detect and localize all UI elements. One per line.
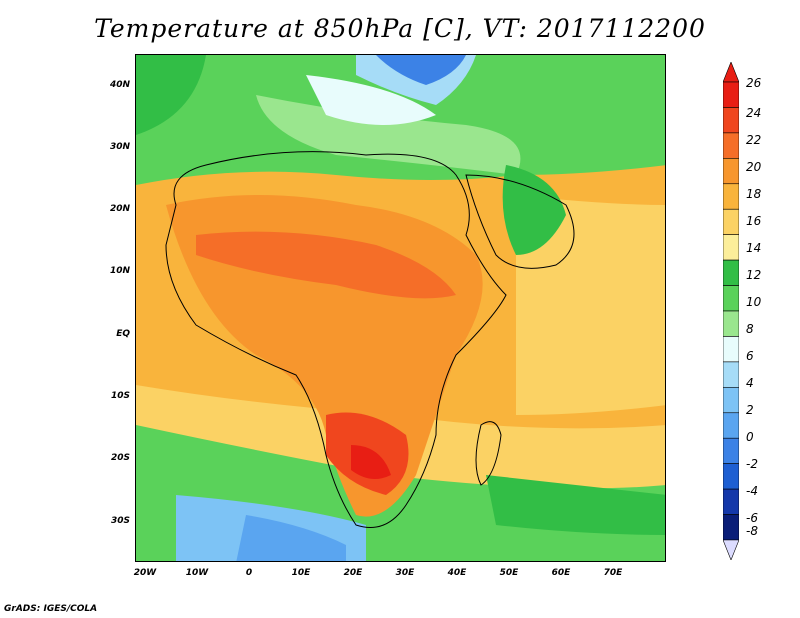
colorbar-swatch xyxy=(722,361,740,388)
north-lightgreen xyxy=(256,95,521,175)
lon-label: 10W xyxy=(185,568,209,578)
colorbar-label: 12 xyxy=(746,268,762,282)
south-east-green xyxy=(486,475,665,535)
northwest-green xyxy=(136,55,206,135)
south-cool-blue2 xyxy=(236,515,346,561)
colorbar-label: 8 xyxy=(746,322,754,336)
colorbar-label: -8 xyxy=(746,524,758,538)
lon-label: 40E xyxy=(447,568,467,578)
colorbar-label: 6 xyxy=(746,349,754,363)
lat-label: EQ xyxy=(116,329,130,339)
lon-label: 30E xyxy=(395,568,415,578)
colorbar-swatch xyxy=(722,158,740,185)
colorbar-label: 0 xyxy=(746,430,754,444)
colorbar-swatch xyxy=(722,310,740,337)
lon-label: 60E xyxy=(551,568,571,578)
map-title: Temperature at 850hPa [C], VT: 201711220… xyxy=(94,14,706,43)
lat-label: 30N xyxy=(109,142,130,152)
colorbar-swatch xyxy=(722,107,740,134)
colorbar-label: 20 xyxy=(746,160,762,174)
lon-label: 20E xyxy=(343,568,363,578)
lon-label: 70E xyxy=(603,568,623,578)
lon-label: 0 xyxy=(245,568,253,578)
lon-label: 20W xyxy=(133,568,157,578)
colorbar-label: 16 xyxy=(746,214,762,228)
colorbar-label: -2 xyxy=(746,457,758,471)
south-africa-core xyxy=(351,445,391,479)
colorbar-label: 10 xyxy=(746,295,762,309)
colorbar-under-arrow xyxy=(722,539,740,561)
colorbar-swatch xyxy=(722,285,740,312)
lat-label: 10S xyxy=(110,391,130,401)
north-deep-blue xyxy=(376,55,466,85)
colorbar-swatch xyxy=(722,132,740,159)
lat-label: 20N xyxy=(109,204,130,214)
colorbar-label: -6 xyxy=(746,511,758,525)
sahel-hot xyxy=(196,231,456,299)
colorbar xyxy=(722,61,740,561)
colorbar-swatch xyxy=(722,336,740,363)
colorbar-swatch xyxy=(722,488,740,515)
arabia-green xyxy=(502,165,566,255)
temperature-map xyxy=(135,54,666,562)
colorbar-swatch xyxy=(722,208,740,235)
colorbar-label: -4 xyxy=(746,484,758,498)
colorbar-swatch xyxy=(722,234,740,261)
indian-ocean-warm xyxy=(516,195,665,415)
colorbar-swatch xyxy=(722,81,740,108)
colorbar-label: 26 xyxy=(746,76,762,90)
colorbar-swatch xyxy=(722,412,740,439)
colorbar-swatch xyxy=(722,387,740,414)
lon-label: 50E xyxy=(499,568,519,578)
colorbar-swatch xyxy=(722,183,740,210)
arabia-outline xyxy=(465,174,575,269)
north-cyan xyxy=(306,75,436,125)
colorbar-label: 14 xyxy=(746,241,762,255)
colorbar-over-arrow xyxy=(722,61,740,83)
coastline xyxy=(165,151,507,528)
lat-label: 30S xyxy=(110,516,130,526)
colorbar-swatch xyxy=(722,514,740,541)
colorbar-swatch xyxy=(722,259,740,286)
colorbar-label: 4 xyxy=(746,376,754,390)
colorbar-label: 24 xyxy=(746,106,762,120)
colorbar-label: 22 xyxy=(746,133,762,147)
credit-text: GrADS: IGES/COLA xyxy=(4,604,98,614)
colorbar-label: 18 xyxy=(746,187,762,201)
lat-label: 40N xyxy=(109,80,130,90)
colorbar-swatch xyxy=(722,463,740,490)
colorbar-label: 2 xyxy=(746,403,754,417)
lat-label: 20S xyxy=(110,453,130,463)
lat-label: 10N xyxy=(109,266,130,276)
lon-label: 10E xyxy=(291,568,311,578)
colorbar-swatch xyxy=(722,437,740,464)
madagascar-outline xyxy=(475,421,502,486)
